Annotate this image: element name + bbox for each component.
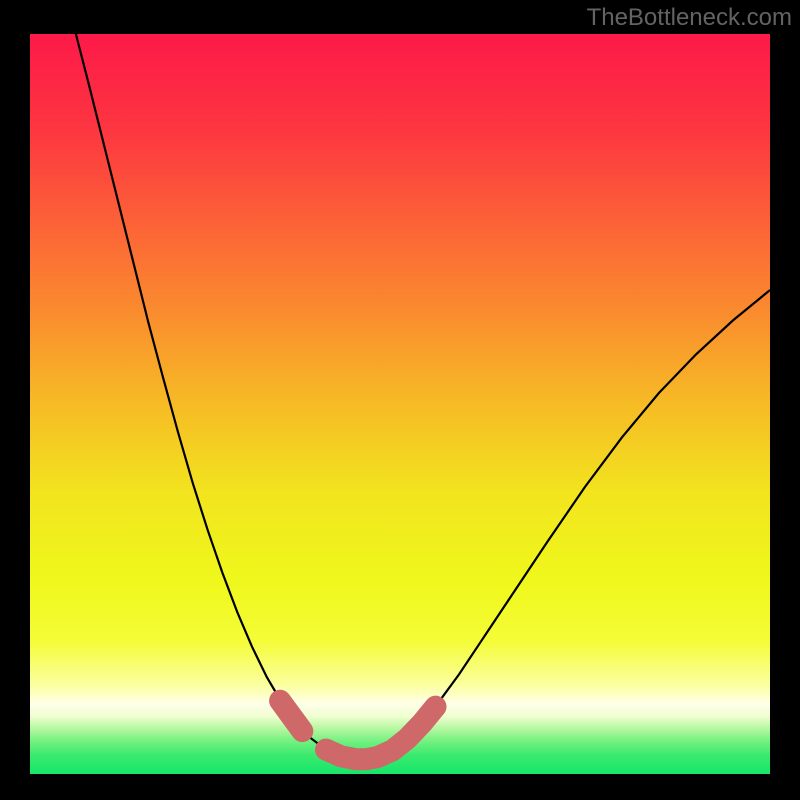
bottleneck-chart	[0, 0, 800, 800]
watermark-text: TheBottleneck.com	[587, 4, 792, 32]
